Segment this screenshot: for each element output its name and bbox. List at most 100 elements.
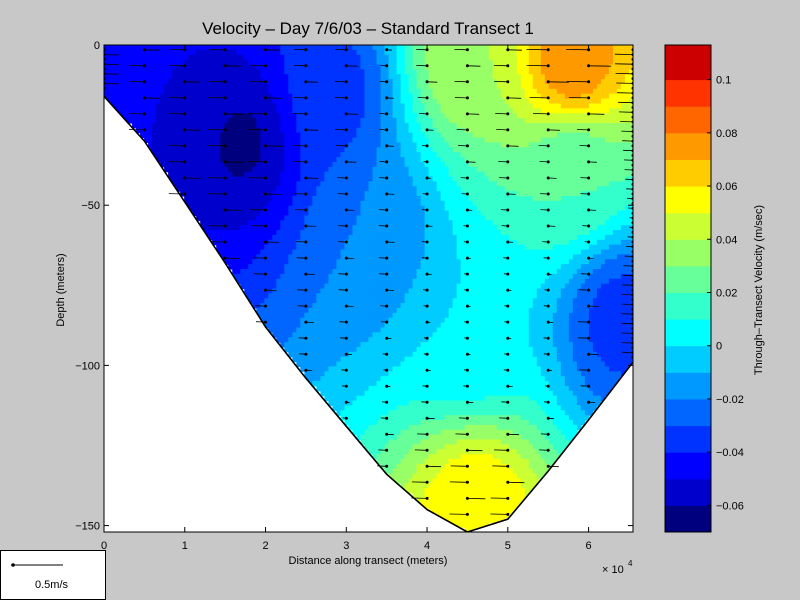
field-cell — [252, 69, 257, 75]
field-cell — [272, 137, 277, 143]
field-cell — [260, 210, 265, 217]
field-cell — [256, 157, 261, 163]
field-cell — [400, 147, 406, 153]
field-cell — [420, 59, 426, 66]
field-cell — [348, 342, 354, 348]
field-cell — [348, 210, 354, 217]
field-cell — [304, 361, 309, 368]
field-cell — [404, 405, 410, 411]
field-cell — [312, 327, 317, 333]
field-cell — [296, 205, 301, 212]
field-cell — [372, 307, 378, 314]
field-cell — [248, 137, 253, 143]
field-cell — [220, 161, 225, 168]
field-cell — [304, 186, 309, 192]
field-cell — [272, 225, 277, 231]
field-cell — [432, 220, 438, 226]
field-cell — [360, 200, 366, 207]
field-cell — [388, 225, 394, 231]
field-cell — [248, 122, 253, 129]
field-cell — [324, 54, 330, 61]
field-cell — [420, 317, 426, 324]
field-cell — [204, 49, 209, 56]
field-cell — [388, 322, 394, 329]
field-cell — [172, 122, 177, 129]
field-cell — [412, 317, 418, 324]
field-cell — [288, 210, 293, 217]
field-cell — [352, 332, 358, 338]
field-cell — [232, 132, 237, 139]
field-cell — [384, 429, 390, 436]
field-cell — [164, 64, 169, 70]
field-cell — [380, 342, 386, 348]
field-cell — [312, 132, 317, 139]
field-cell — [260, 176, 265, 182]
field-cell — [312, 191, 317, 197]
field-cell — [372, 273, 378, 280]
field-cell — [276, 254, 281, 260]
field-cell — [336, 381, 342, 387]
field-cell — [180, 103, 185, 109]
field-cell — [352, 74, 358, 80]
field-cell — [236, 186, 241, 192]
field-cell — [440, 317, 446, 324]
field-cell — [420, 186, 426, 192]
field-cell — [444, 488, 450, 494]
field-cell — [360, 195, 366, 202]
field-cell — [328, 157, 334, 163]
field-cell — [368, 410, 374, 416]
field-cell — [344, 83, 350, 90]
field-cell — [432, 171, 438, 178]
field-cell — [288, 215, 293, 221]
field-cell — [272, 103, 277, 109]
field-cell — [428, 312, 434, 319]
field-cell — [436, 395, 442, 402]
field-cell — [340, 152, 346, 158]
field-cell — [336, 69, 342, 75]
field-cell — [420, 264, 426, 270]
field-cell — [368, 322, 374, 329]
field-cell — [308, 303, 313, 309]
field-cell — [220, 186, 225, 192]
field-cell — [412, 249, 418, 256]
field-cell — [380, 361, 386, 368]
field-cell — [304, 54, 309, 61]
field-cell — [268, 205, 273, 212]
field-cell — [288, 254, 293, 260]
field-cell — [392, 45, 398, 51]
field-cell — [352, 122, 358, 129]
field-cell — [392, 157, 398, 163]
field-cell — [280, 113, 285, 119]
field-cell — [256, 166, 261, 173]
field-cell — [376, 293, 382, 299]
field-cell — [300, 244, 305, 251]
field-cell — [400, 454, 406, 460]
field-cell — [352, 371, 358, 377]
field-cell — [252, 166, 257, 173]
field-cell — [216, 157, 221, 163]
field-cell — [404, 181, 410, 187]
field-cell — [260, 269, 265, 275]
field-cell — [448, 147, 454, 153]
field-cell — [220, 142, 225, 148]
field-cell — [216, 239, 221, 246]
field-cell — [208, 45, 213, 51]
field-cell — [120, 74, 125, 80]
field-cell — [376, 434, 382, 441]
field-cell — [372, 371, 378, 377]
field-cell — [360, 108, 366, 114]
field-cell — [104, 69, 109, 75]
field-cell — [392, 390, 398, 397]
field-cell — [256, 288, 261, 294]
field-cell — [332, 337, 338, 343]
field-cell — [432, 342, 438, 348]
field-cell — [348, 176, 354, 182]
field-cell — [320, 205, 326, 212]
field-cell — [400, 122, 406, 129]
field-cell — [364, 118, 370, 124]
field-cell — [292, 307, 297, 314]
field-cell — [300, 322, 305, 329]
field-cell — [408, 415, 414, 421]
field-cell — [344, 395, 350, 402]
field-cell — [332, 298, 338, 304]
